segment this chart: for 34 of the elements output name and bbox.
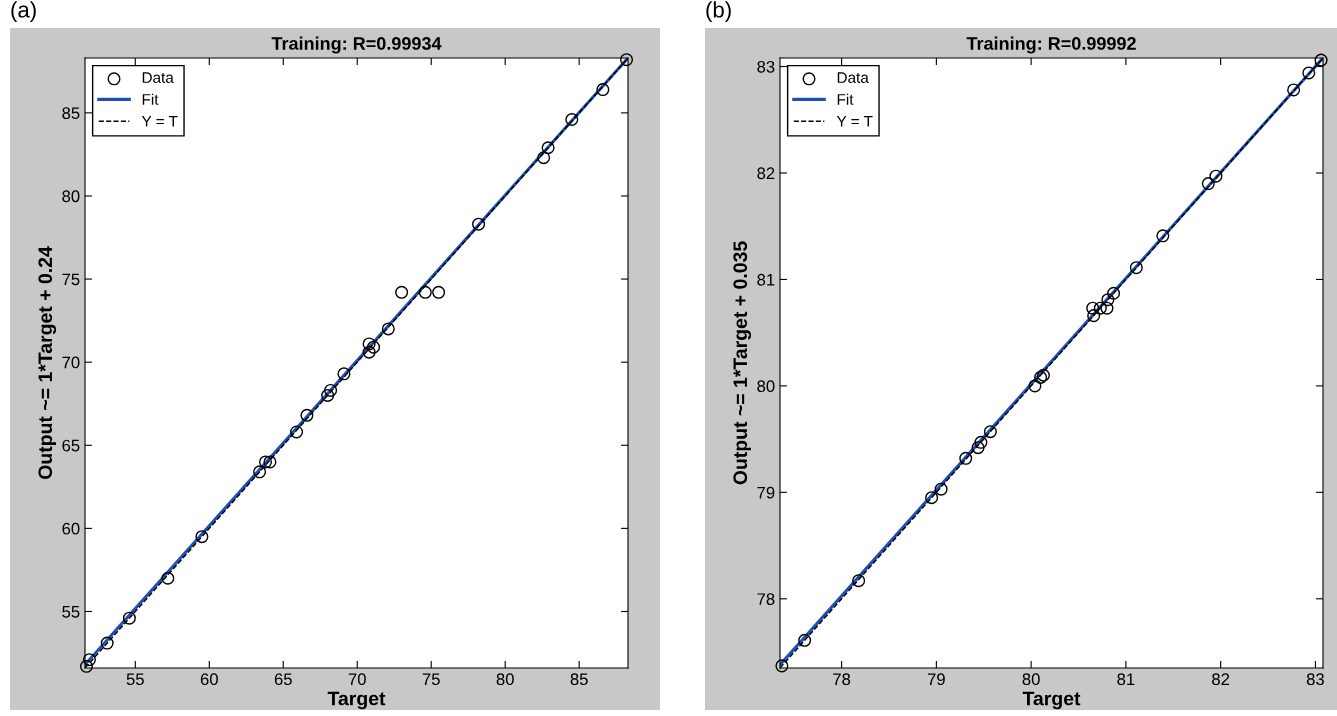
y-tick-label: 81 — [757, 273, 775, 286]
text: (a) — [11, 1, 36, 22]
x-tick-label: 82 — [1212, 673, 1230, 686]
x-tick-label: 65 — [274, 673, 292, 686]
text: (b) — [706, 1, 731, 22]
x-tick-label: 55 — [126, 673, 144, 686]
y-tick-label: 80 — [757, 380, 775, 393]
x-tick-label: 79 — [927, 673, 945, 686]
x-tick-label: 70 — [348, 673, 366, 686]
x-tick-label: 78 — [833, 673, 851, 686]
x-axis-title: Target — [1022, 691, 1081, 710]
x-axis-title: Target — [327, 691, 386, 710]
x-tick-label: 81 — [1117, 673, 1135, 686]
y-tick-label: 79 — [757, 486, 775, 499]
x-tick-label: 80 — [496, 673, 514, 686]
y-tick-label: 75 — [62, 273, 80, 286]
x-tick-label: 75 — [422, 673, 440, 686]
y-tick-label: 83 — [757, 60, 775, 73]
chart-title: Training: R=0.99934 — [271, 36, 442, 54]
x-tick-label: 83 — [1306, 673, 1324, 686]
y-axis-title: Output ~= 1*Target + 0.035 — [733, 241, 752, 485]
x-tick-label: 80 — [1022, 673, 1040, 686]
y-tick-label: 70 — [62, 356, 80, 369]
x-tick-label: 85 — [570, 673, 588, 686]
chart-title: Training: R=0.99992 — [966, 36, 1136, 54]
y-tick-label: 55 — [62, 606, 80, 618]
y-tick-label: 82 — [757, 167, 775, 180]
y-tick-label: 85 — [62, 107, 80, 120]
y-axis-title: Output ~= 1*Target + 0.24 — [38, 246, 57, 479]
x-tick-label: 60 — [200, 673, 218, 686]
y-tick-label: 60 — [62, 522, 80, 535]
y-tick-label: 65 — [62, 439, 80, 452]
y-tick-label: 80 — [62, 190, 80, 203]
y-tick-label: 78 — [757, 593, 775, 606]
